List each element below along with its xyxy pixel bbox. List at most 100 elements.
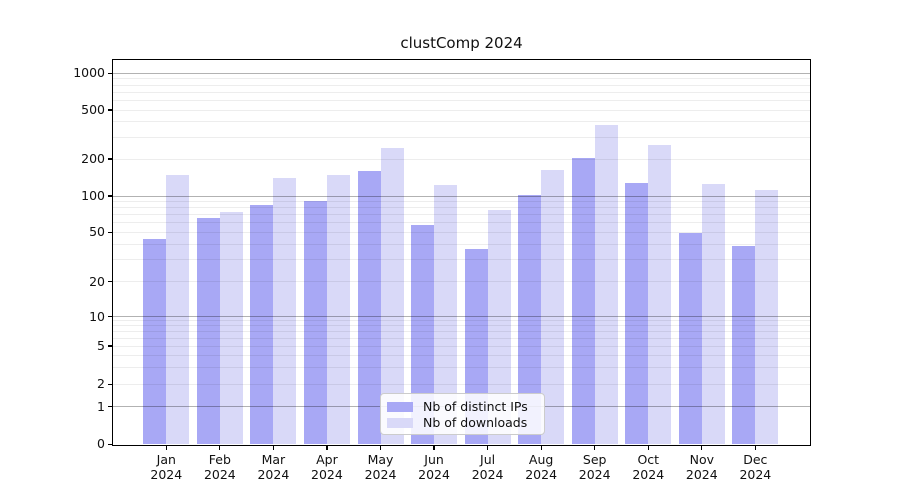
bar-downloads-jun — [434, 184, 458, 445]
bar-downloads-feb — [219, 211, 243, 445]
x-tick-mark-jan — [165, 444, 167, 450]
gridline-minor-200 — [113, 158, 810, 160]
x-tick-mark-mar — [272, 444, 274, 450]
y-tick-mark-2 — [108, 383, 113, 385]
x-tick-mark-jun — [433, 444, 435, 450]
bar-distinct-ips-may — [357, 170, 381, 445]
legend-label-distinct-ips: Nb of distinct IPs — [423, 399, 528, 414]
gridline-minor-3 — [113, 366, 810, 368]
gridline-minor-40 — [113, 243, 810, 245]
x-tick-mark-aug — [540, 444, 542, 450]
y-tick-mark-50 — [108, 231, 113, 233]
y-tick-mark-200 — [108, 158, 113, 160]
x-tick-label-jan: Jan 2024 — [150, 452, 183, 482]
gridline-minor-5 — [113, 345, 810, 347]
x-tick-label-sep: Sep 2024 — [578, 452, 611, 482]
gridline-minor-30 — [113, 259, 810, 261]
x-tick-mark-feb — [219, 444, 221, 450]
x-tick-label-aug: Aug 2024 — [525, 452, 558, 482]
bar-downloads-aug — [541, 169, 565, 445]
x-tick-label-oct: Oct 2024 — [632, 452, 665, 482]
y-tick-label-20: 20 — [89, 273, 105, 289]
x-tick-label-apr: Apr 2024 — [311, 452, 343, 482]
gridline-minor-700 — [113, 91, 810, 93]
y-tick-label-200: 200 — [81, 151, 105, 166]
legend-swatch-downloads — [387, 417, 413, 428]
bar-distinct-ips-aug — [518, 195, 542, 445]
y-tick-mark-10 — [108, 315, 113, 318]
x-tick-label-dec: Dec 2024 — [739, 452, 772, 482]
x-tick-label-mar: Mar 2024 — [257, 452, 290, 482]
chart-title: clustComp 2024 — [400, 34, 523, 52]
y-tick-label-1000: 1000 — [73, 65, 105, 81]
bar-downloads-apr — [326, 174, 350, 445]
gridline-minor-80 — [113, 207, 810, 209]
x-tick-mark-may — [379, 444, 382, 450]
x-tick-label-may: May 2024 — [364, 452, 397, 482]
bar-distinct-ips-oct — [625, 182, 649, 445]
x-tick-mark-apr — [326, 444, 328, 450]
gridline-minor-60 — [113, 222, 810, 224]
x-tick-label-jul: Jul 2024 — [471, 452, 504, 482]
bar-distinct-ips-mar — [250, 204, 274, 445]
legend-item-distinct-ips: Nb of distinct IPs — [381, 399, 544, 414]
bar-downloads-jul — [487, 209, 511, 445]
gridline-minor-800 — [113, 84, 810, 86]
y-tick-mark-20 — [108, 281, 113, 283]
x-tick-label-feb: Feb 2024 — [203, 452, 236, 482]
y-tick-mark-1000 — [108, 72, 113, 74]
bar-distinct-ips-sep — [571, 158, 595, 445]
y-tick-label-100: 100 — [81, 188, 105, 203]
gridline-minor-4 — [113, 354, 810, 356]
y-tick-label-2: 2 — [97, 376, 105, 392]
gridline-minor-90 — [113, 201, 810, 203]
gridline-major-10 — [113, 316, 810, 317]
y-tick-mark-0 — [108, 443, 113, 445]
plot-area — [113, 60, 810, 445]
x-tick-mark-oct — [647, 444, 649, 450]
y-tick-label-50: 50 — [89, 224, 105, 240]
gridline-minor-8 — [113, 325, 810, 327]
legend-swatch-distinct-ips — [387, 401, 413, 412]
bar-distinct-ips-dec — [732, 245, 756, 445]
x-tick-label-jun: Jun 2024 — [418, 452, 450, 482]
gridline-minor-9 — [113, 320, 810, 322]
x-tick-mark-dec — [754, 444, 756, 450]
x-tick-mark-jul — [487, 444, 489, 450]
bar-distinct-ips-feb — [196, 217, 220, 445]
y-tick-mark-500 — [108, 109, 113, 111]
gridline-minor-50 — [113, 231, 810, 233]
y-tick-mark-100 — [108, 195, 113, 197]
y-tick-label-10: 10 — [89, 308, 105, 324]
gridline-minor-300 — [113, 136, 810, 138]
bar-downloads-may — [380, 148, 404, 445]
legend-label-downloads: Nb of downloads — [423, 415, 528, 430]
bar-downloads-jan — [166, 175, 190, 445]
gridline-minor-500 — [113, 109, 810, 111]
x-tick-mark-nov — [701, 444, 703, 450]
gridline-minor-7 — [113, 331, 810, 333]
y-tick-label-0: 0 — [97, 436, 105, 452]
gridline-major-100 — [113, 195, 810, 197]
bar-downloads-mar — [273, 178, 297, 445]
bar-downloads-dec — [755, 189, 779, 445]
y-tick-mark-1 — [108, 406, 113, 408]
gridline-minor-20 — [113, 281, 810, 283]
y-tick-mark-5 — [108, 345, 113, 347]
bar-downloads-nov — [701, 184, 725, 445]
y-tick-label-5: 5 — [97, 338, 105, 353]
y-tick-label-500: 500 — [81, 102, 105, 117]
x-tick-label-nov: Nov 2024 — [685, 452, 718, 482]
bar-distinct-ips-nov — [678, 233, 702, 445]
gridline-minor-600 — [113, 99, 810, 101]
gridline-minor-400 — [113, 121, 810, 123]
bar-distinct-ips-jan — [143, 239, 167, 445]
gridline-minor-2 — [113, 383, 810, 385]
gridline-minor-900 — [113, 78, 810, 80]
bar-downloads-sep — [594, 125, 618, 445]
chart-legend: Nb of distinct IPs Nb of downloads — [380, 393, 545, 435]
gridline-major-1000 — [113, 72, 810, 74]
x-tick-mark-sep — [594, 444, 596, 450]
gridline-minor-6 — [113, 337, 810, 339]
